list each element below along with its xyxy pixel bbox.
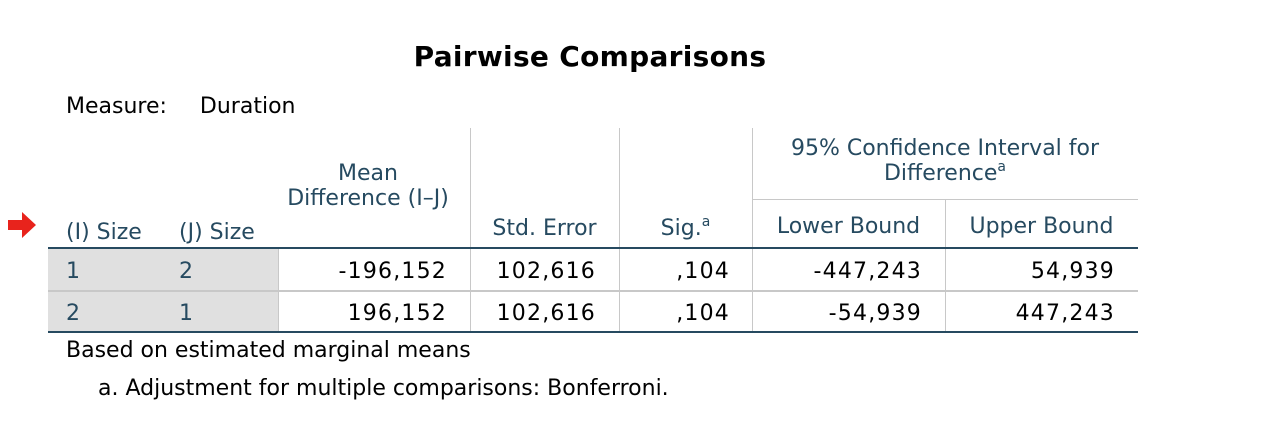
row2-std-error: 102,616: [496, 301, 596, 326]
table-bottom-rule: [48, 331, 1138, 333]
header-i-size: (I) Size: [66, 220, 142, 245]
table-title: Pairwise Comparisons: [413, 40, 767, 73]
header-upper-bound: Upper Bound: [969, 214, 1114, 239]
header-sig-footnote-marker: a: [701, 214, 711, 230]
header-j-size: (J) Size: [179, 220, 255, 245]
row1-j-size: 2: [179, 259, 193, 284]
row2-mean-difference: 196,152: [347, 301, 447, 326]
col-divider: [752, 249, 753, 332]
header-mean-difference: Mean Difference (I–J): [287, 161, 449, 211]
row-pointer-arrow-icon: [8, 212, 36, 238]
measure-label: Measure:: [66, 94, 167, 119]
col-divider: [752, 128, 753, 248]
row2-upper-bound: 447,243: [1015, 301, 1115, 326]
row1-std-error: 102,616: [496, 259, 596, 284]
col-divider: [945, 249, 946, 332]
footnote-based-on: Based on estimated marginal means: [66, 338, 471, 363]
header-sig: Sig.a: [619, 214, 752, 241]
header-lower-bound: Lower Bound: [776, 214, 921, 239]
col-divider: [619, 128, 620, 248]
row1-lower-bound: -447,243: [813, 259, 922, 284]
header-rule: [48, 247, 1138, 249]
row1-sig: ,104: [676, 259, 730, 284]
header-ci-label: 95% Confidence Interval for Difference: [790, 136, 1100, 186]
footnote-adjustment: a. Adjustment for multiple comparisons: …: [98, 376, 669, 401]
col-divider: [619, 249, 620, 332]
header-ci-group: 95% Confidence Interval for Differencea: [760, 136, 1130, 186]
header-sig-label: Sig.: [660, 216, 702, 241]
col-divider: [945, 200, 946, 248]
row1-upper-bound: 54,939: [1030, 259, 1115, 284]
measure-value: Duration: [199, 94, 296, 119]
col-divider: [470, 249, 471, 332]
row1-i-size: 1: [66, 259, 80, 284]
row2-lower-bound: -54,939: [828, 301, 922, 326]
row-separator: [48, 290, 1138, 292]
row1-mean-difference: -196,152: [338, 259, 447, 284]
row2-i-size: 2: [66, 301, 80, 326]
measure-line: Measure: Duration: [66, 94, 295, 119]
row2-sig: ,104: [676, 301, 730, 326]
col-divider: [278, 249, 279, 332]
row2-j-size: 1: [179, 301, 193, 326]
header-std-error: Std. Error: [492, 216, 597, 241]
header-ci-footnote-marker: a: [997, 159, 1006, 175]
ci-group-underline: [752, 199, 1138, 200]
col-divider: [470, 128, 471, 248]
